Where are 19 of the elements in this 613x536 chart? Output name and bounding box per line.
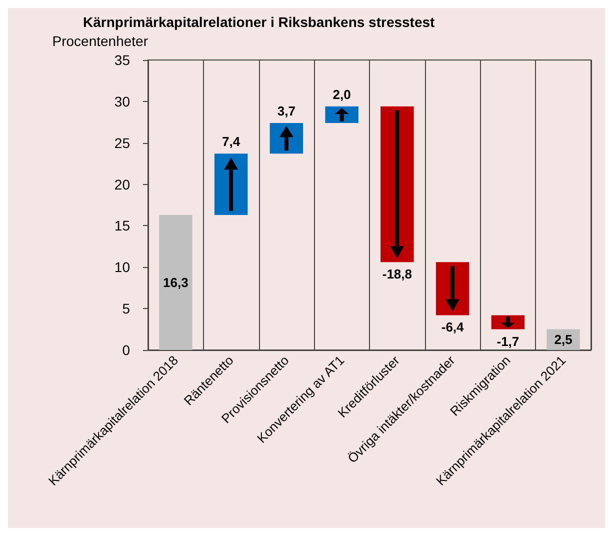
bar <box>159 214 192 350</box>
y-tick-label: 10 <box>114 259 130 276</box>
y-tick-label: 5 <box>122 300 130 317</box>
data-label: 2,0 <box>332 86 351 102</box>
y-axis-title: Procentenheter <box>52 33 148 49</box>
data-label: -6,4 <box>441 320 465 335</box>
y-tick-label: 15 <box>114 218 130 234</box>
y-tick-label: 35 <box>114 52 130 68</box>
chart-title: Kärnprimärkapitalrelationer i Riksbankens stresstest <box>83 14 436 30</box>
y-tick-label: 30 <box>114 93 130 110</box>
data-label: 2,5 <box>554 332 572 348</box>
data-label: -18,8 <box>382 266 412 282</box>
data-label: 3,7 <box>277 103 296 118</box>
data-label: 16,3 <box>163 274 188 290</box>
y-tick-label: 25 <box>114 134 130 151</box>
data-label: 7,4 <box>222 134 241 150</box>
y-tick-label: 20 <box>114 176 130 192</box>
y-tick-label: 0 <box>122 342 130 358</box>
data-label: -1,7 <box>496 334 520 349</box>
